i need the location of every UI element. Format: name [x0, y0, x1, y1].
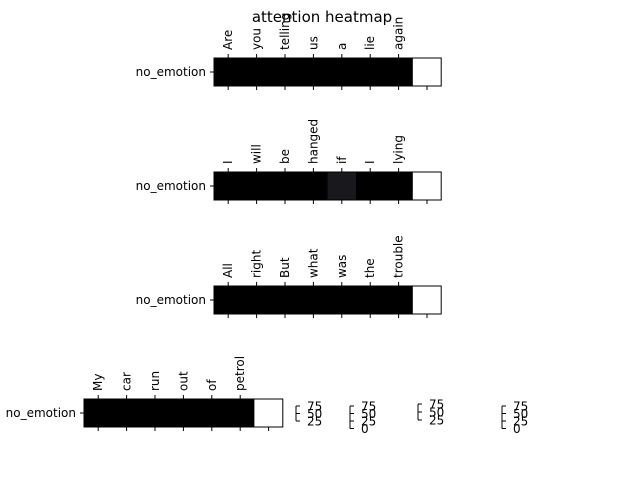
heatmap-cell: [242, 58, 272, 86]
heatmap-cell: [214, 172, 243, 200]
heatmap-cell: [214, 58, 243, 86]
heatmap-cell: [226, 399, 255, 427]
token-label: right: [250, 250, 264, 278]
heatmap-cell: [356, 58, 385, 86]
token-label: a: [335, 43, 349, 50]
y-label: no_emotion: [136, 65, 206, 79]
colorbar-tick-label: 25: [307, 415, 322, 429]
heatmap-cell: [356, 286, 385, 314]
token-label: us: [306, 36, 320, 50]
heatmap-cell: [327, 286, 357, 314]
token-label: But: [278, 257, 292, 278]
token-label: again: [392, 17, 406, 50]
heatmap-cell: [412, 58, 442, 86]
heatmap-cell: [270, 172, 300, 200]
heatmap-cell: [270, 58, 300, 86]
heatmap-cell: [327, 58, 357, 86]
colorbar-tick-label: 75: [429, 398, 444, 412]
colorbar-tick-label: 25: [361, 415, 376, 429]
colorbar-tick-label: 25: [429, 414, 444, 428]
token-label: be: [278, 149, 292, 164]
colorbar-tick-label: 0: [361, 422, 369, 436]
token-label: the: [363, 258, 377, 278]
heatmap-cell: [169, 399, 199, 427]
y-label: no_emotion: [136, 179, 206, 193]
heatmap-cell: [270, 286, 300, 314]
heatmap-cell: [412, 172, 442, 200]
heatmap-panel-1: Are you telling us a lie again no_emotion: [136, 13, 442, 90]
heatmap-cell: [197, 399, 227, 427]
heatmap-cell: [254, 399, 284, 427]
heatmap-cell: [356, 172, 385, 200]
chart-title: attention heatmap: [252, 8, 392, 26]
token-label: out: [176, 371, 190, 391]
token-label: run: [148, 371, 162, 391]
heatmap-cell: [412, 286, 442, 314]
token-label: hanged: [306, 119, 320, 164]
heatmap-cell: [384, 286, 414, 314]
token-label: will: [250, 144, 264, 164]
token-label: of: [205, 379, 219, 391]
colorbar-tick-label: 75: [513, 400, 528, 414]
token-label: telling: [278, 13, 292, 50]
heatmap-cell: [140, 399, 170, 427]
heatmap-panel-3: All right But what was the trouble no_emotion: [136, 235, 442, 318]
heatmap-cell: [384, 172, 414, 200]
heatmap-cell: [242, 286, 272, 314]
token-label: car: [120, 372, 134, 391]
y-label: no_emotion: [136, 293, 206, 307]
token-label: trouble: [392, 235, 406, 278]
colorbar-tick-label: 50: [513, 407, 528, 421]
heatmap-cell: [242, 172, 272, 200]
heatmap-cell: [214, 286, 243, 314]
heatmap-cell: [299, 172, 329, 200]
y-label: no_emotion: [6, 406, 76, 420]
token-label: was: [335, 255, 349, 278]
token-label: I: [363, 160, 377, 164]
colorbar-tick-label: 75: [307, 400, 322, 414]
heatmap-cell: [327, 172, 357, 200]
token-label: petrol: [233, 356, 247, 391]
token-label: you: [250, 28, 264, 50]
heatmap-cell: [84, 399, 113, 427]
token-label: lying: [392, 135, 406, 164]
token-label: Are: [221, 30, 235, 50]
heatmap-cell: [299, 286, 329, 314]
colorbar-tick-label: 50: [307, 407, 322, 421]
heatmap-cell: [299, 58, 329, 86]
token-label: I: [221, 160, 235, 164]
colorbar-tick-label: 50: [429, 406, 444, 420]
colorbar-tick-label: 0: [513, 422, 521, 436]
token-label: My: [91, 374, 105, 391]
token-label: lie: [363, 36, 377, 50]
colorbar-tick-label: 25: [513, 415, 528, 429]
token-label: if: [335, 156, 349, 164]
colorbar-tick-label: 50: [361, 407, 376, 421]
token-label: All: [221, 263, 235, 278]
heatmap-panel-4: My car run out of petrol no_emotion: [6, 356, 284, 431]
heatmap-cell: [384, 58, 414, 86]
heatmap-cell: [112, 399, 142, 427]
colorbar-tick-label: 75: [361, 400, 376, 414]
token-label: what: [306, 248, 320, 278]
